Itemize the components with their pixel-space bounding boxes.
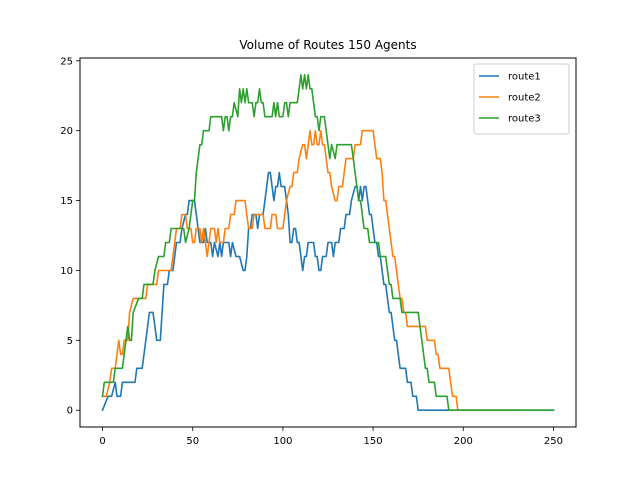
x-tick-label: 250	[544, 436, 563, 447]
series-line-route3	[101, 74, 555, 412]
y-tick-label: 25	[60, 56, 73, 67]
legend-box	[473, 63, 570, 135]
y-tick-label: 5	[67, 336, 73, 347]
plot-frame	[79, 57, 577, 428]
legend-label-route3: route3	[508, 114, 541, 125]
x-tick-label: 150	[364, 436, 383, 447]
x-tick-label: 0	[99, 436, 105, 447]
legend: route1 route2 route3	[473, 63, 570, 135]
y-tick-label: 15	[60, 196, 73, 207]
series-line-route1	[101, 171, 555, 412]
y-tick-label: 20	[60, 126, 73, 137]
series-layer	[101, 74, 555, 412]
y-axis: 0 5 10 15 20 25	[60, 56, 80, 417]
legend-label-route1: route1	[508, 72, 541, 83]
x-tick-label: 50	[186, 436, 199, 447]
x-axis: 0 50 100 150 200 250	[99, 427, 563, 447]
y-tick-label: 0	[67, 406, 73, 417]
chart-title: Volume of Routes 150 Agents	[239, 38, 416, 52]
x-tick-label: 200	[454, 436, 473, 447]
legend-label-route2: route2	[508, 93, 541, 104]
y-tick-label: 10	[60, 266, 73, 277]
x-tick-label: 100	[273, 436, 292, 447]
series-line-route2	[101, 129, 515, 412]
